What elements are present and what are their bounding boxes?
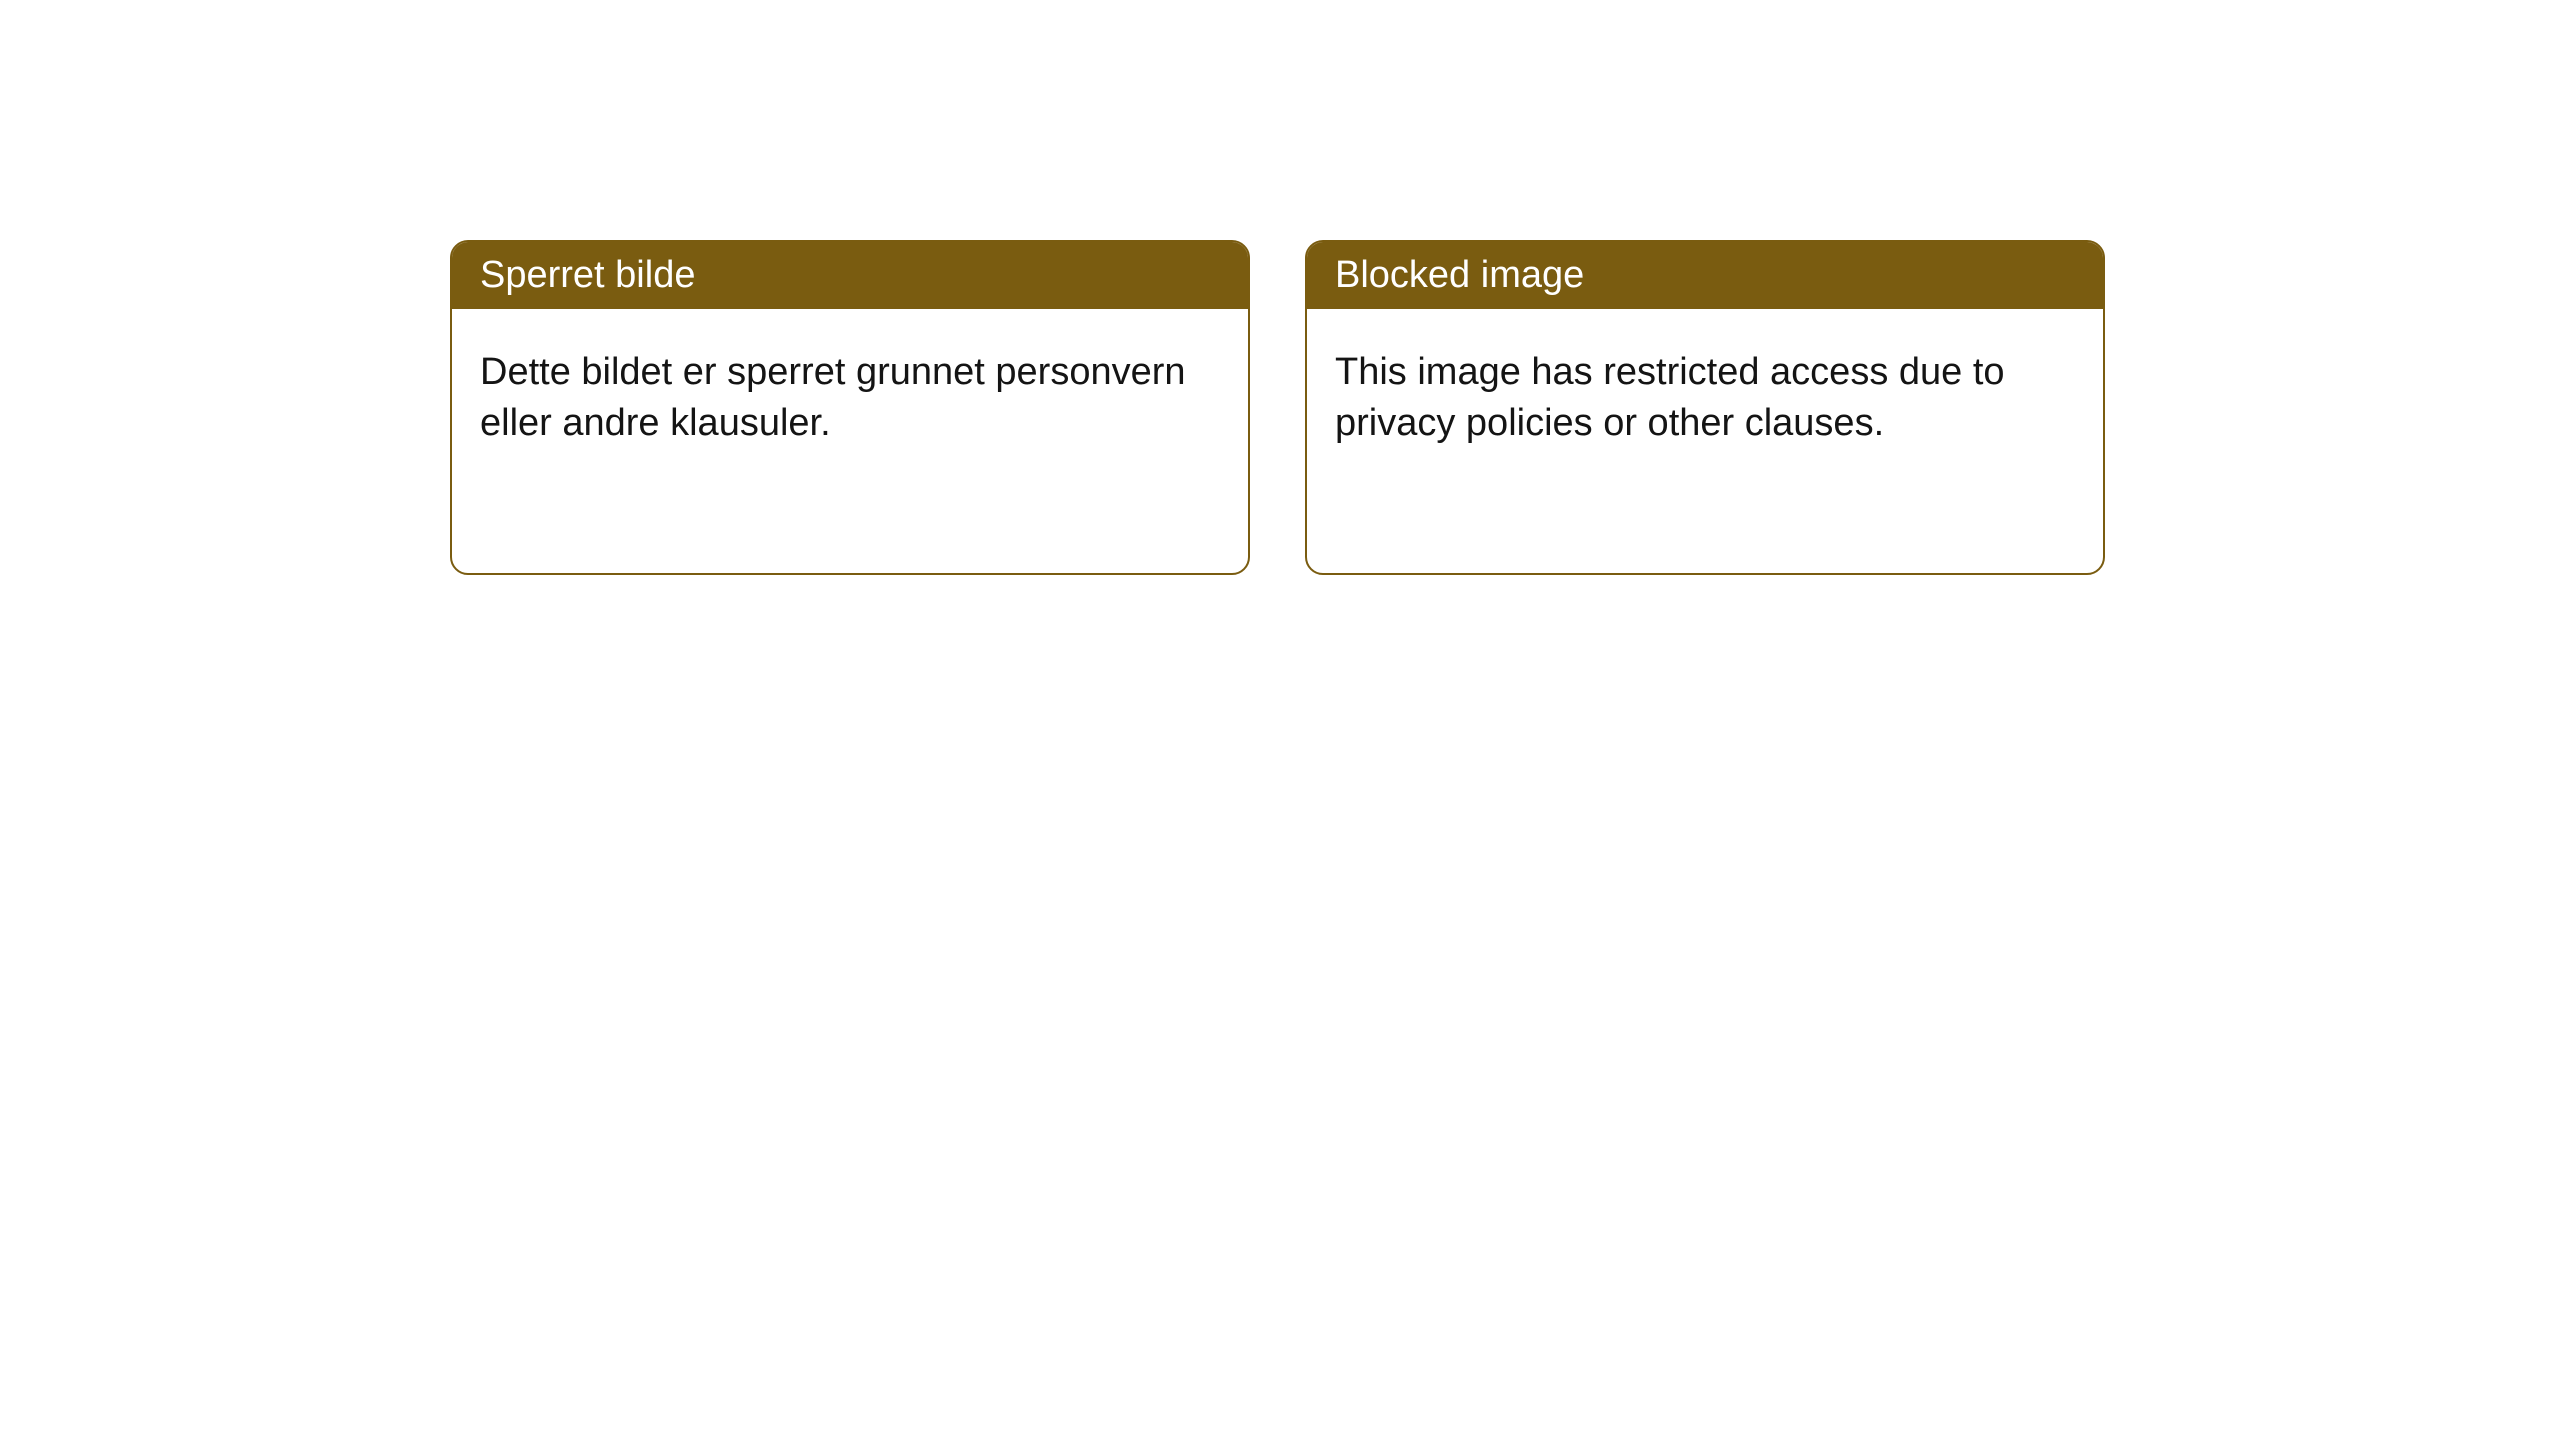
notice-card-english: Blocked image This image has restricted …: [1305, 240, 2105, 575]
notice-body: This image has restricted access due to …: [1307, 309, 2103, 488]
notice-title: Sperret bilde: [452, 242, 1248, 309]
notice-card-norwegian: Sperret bilde Dette bildet er sperret gr…: [450, 240, 1250, 575]
notice-body: Dette bildet er sperret grunnet personve…: [452, 309, 1248, 488]
notice-title: Blocked image: [1307, 242, 2103, 309]
notice-container: Sperret bilde Dette bildet er sperret gr…: [450, 240, 2105, 575]
